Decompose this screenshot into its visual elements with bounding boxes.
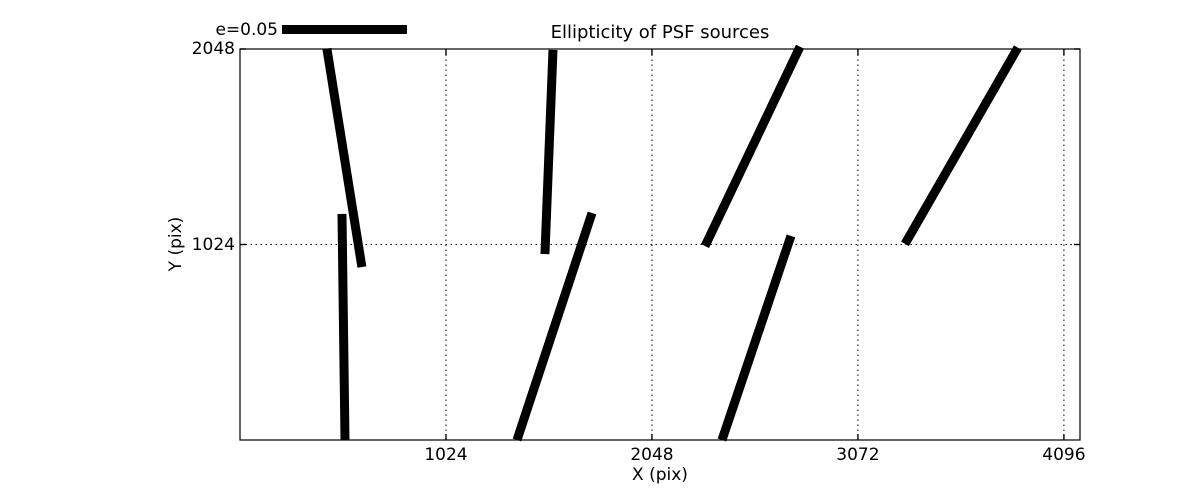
x-tick-label: 1024 [424, 445, 468, 465]
whisker-segment [540, 49, 558, 255]
y-tick-label: 1024 [191, 234, 235, 255]
whisker-segment [337, 213, 350, 441]
x-tick-label: 3072 [836, 445, 880, 465]
x-tick-label: 2048 [630, 445, 674, 465]
x-tick-label: 4096 [1042, 445, 1086, 465]
whisker-segment [901, 45, 1022, 247]
legend-label: e=0.05 [215, 20, 278, 40]
whisker-segment [322, 47, 367, 268]
whisker-segment [512, 211, 597, 442]
y-tick-label: 2048 [191, 39, 235, 59]
whisker-segment [700, 44, 805, 248]
chart-title: Ellipticity of PSF sources [550, 22, 770, 43]
plot-frame [239, 48, 1081, 441]
x-axis-label: X (pix) [632, 465, 688, 485]
whisker-segment [717, 234, 796, 442]
